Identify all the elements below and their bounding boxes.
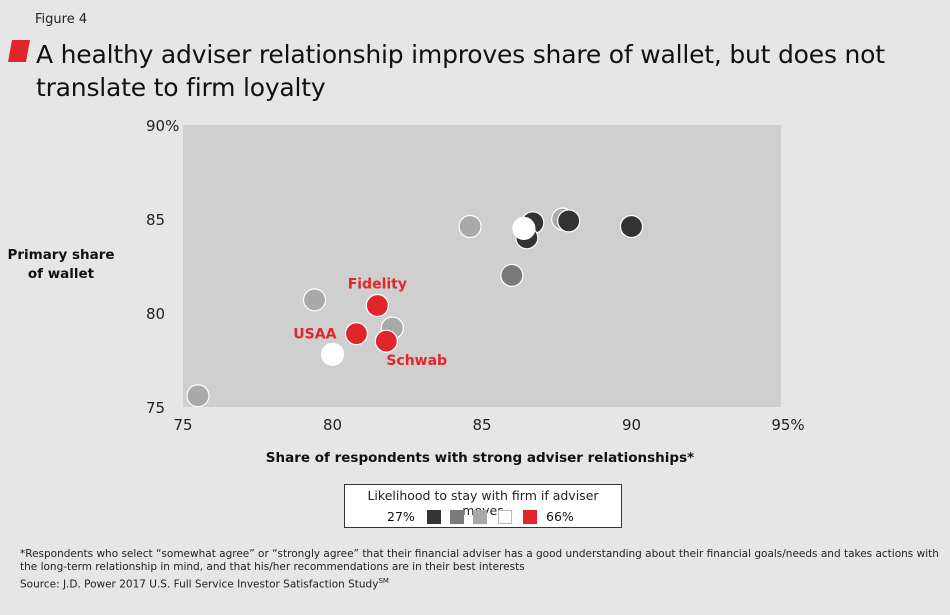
y-axis-label-line1: Primary share xyxy=(7,247,115,263)
y-tick-label: 85 xyxy=(146,211,165,229)
legend-high-label: 66% xyxy=(546,509,574,524)
data-point xyxy=(500,263,524,287)
data-point xyxy=(365,293,389,318)
data-point-label: Fidelity xyxy=(348,276,407,292)
y-axis-label: Primary share of wallet xyxy=(6,246,116,284)
data-point xyxy=(557,209,581,233)
x-tick-label: 90 xyxy=(622,416,641,434)
figure-label: Figure 4 xyxy=(35,12,88,27)
x-tick-label: 80 xyxy=(323,416,342,434)
y-tick-label: 80 xyxy=(146,305,165,323)
x-axis-label: Share of respondents with strong adviser… xyxy=(265,450,695,466)
y-tick-label: 90% xyxy=(146,117,179,135)
data-point-label: USAA xyxy=(293,327,336,343)
legend-swatch-3 xyxy=(473,510,487,524)
data-point xyxy=(320,342,345,366)
y-tick-label: 75 xyxy=(146,399,165,417)
chart-title: A healthy adviser relationship improves … xyxy=(36,40,885,102)
data-point xyxy=(302,288,327,312)
title-marker-icon xyxy=(8,40,30,62)
data-point xyxy=(619,214,644,239)
legend: Likelihood to stay with firm if adviser … xyxy=(344,484,622,528)
data-point xyxy=(186,384,210,408)
data-point-label: Schwab xyxy=(386,353,447,369)
source-text: Source: J.D. Power 2017 U.S. Full Servic… xyxy=(20,578,379,591)
footnote: *Respondents who select “somewhat agree”… xyxy=(20,548,939,573)
legend-swatch-2 xyxy=(450,510,464,524)
data-point xyxy=(344,322,369,346)
data-point xyxy=(458,214,482,239)
x-tick-label: 95% xyxy=(771,416,804,434)
legend-swatch-1 xyxy=(427,510,441,524)
source-mark: SM xyxy=(378,577,389,585)
y-axis-label-line2: of wallet xyxy=(27,266,95,282)
legend-swatch-4 xyxy=(498,510,512,524)
legend-low-label: 27% xyxy=(387,509,415,524)
plot-area xyxy=(183,125,781,407)
data-point xyxy=(512,216,536,240)
data-point xyxy=(374,329,398,353)
x-tick-label: 85 xyxy=(472,416,491,434)
legend-swatch-5 xyxy=(523,510,537,524)
x-tick-label: 75 xyxy=(173,416,192,434)
source-note: Source: J.D. Power 2017 U.S. Full Servic… xyxy=(20,577,389,591)
